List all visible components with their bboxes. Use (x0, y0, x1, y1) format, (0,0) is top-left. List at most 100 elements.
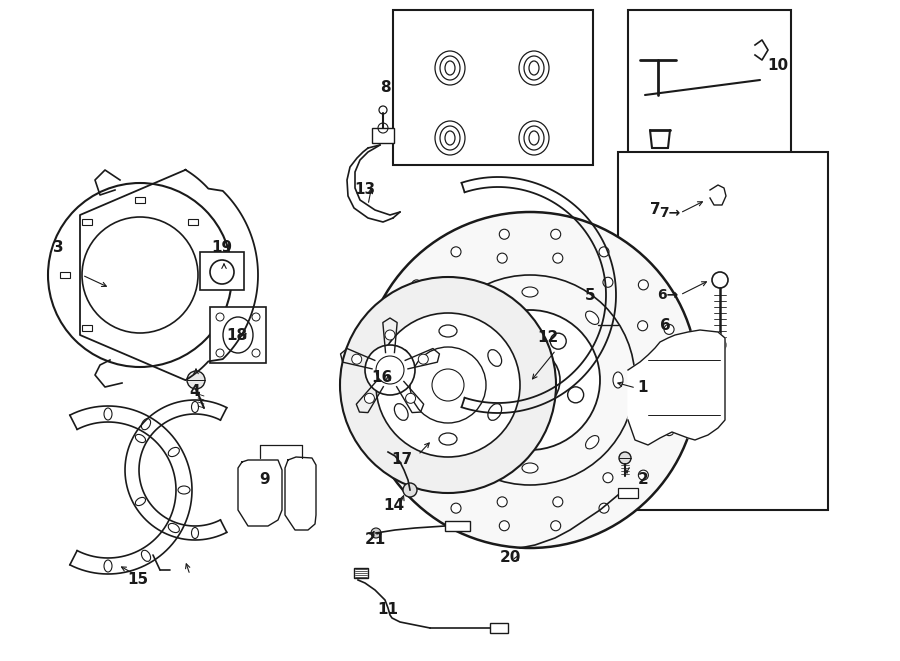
Circle shape (553, 497, 562, 507)
Circle shape (400, 375, 410, 385)
Circle shape (254, 474, 262, 482)
Circle shape (603, 277, 613, 288)
Text: 16: 16 (372, 371, 392, 385)
Circle shape (568, 387, 584, 403)
Circle shape (476, 387, 492, 403)
Circle shape (553, 253, 562, 263)
Circle shape (411, 470, 421, 480)
Ellipse shape (461, 311, 474, 325)
Circle shape (254, 506, 262, 514)
Ellipse shape (135, 498, 146, 506)
Circle shape (599, 247, 609, 257)
Circle shape (664, 325, 674, 334)
Ellipse shape (192, 401, 199, 412)
Bar (618, 488, 638, 498)
Circle shape (522, 420, 538, 436)
Circle shape (619, 452, 631, 464)
Ellipse shape (141, 418, 150, 430)
Text: 14: 14 (383, 498, 405, 512)
Ellipse shape (141, 550, 150, 561)
Ellipse shape (488, 350, 501, 366)
Circle shape (599, 503, 609, 513)
Circle shape (340, 277, 556, 493)
Polygon shape (710, 185, 726, 205)
Ellipse shape (135, 434, 146, 443)
Text: 6→: 6→ (657, 288, 679, 302)
Circle shape (650, 375, 660, 385)
Circle shape (500, 521, 509, 531)
Bar (210, 307, 266, 363)
Circle shape (637, 321, 648, 330)
Ellipse shape (439, 325, 457, 337)
Bar (490, 623, 508, 633)
Circle shape (451, 247, 461, 257)
Circle shape (500, 350, 560, 410)
Circle shape (418, 354, 428, 364)
Bar (135, 197, 145, 203)
Circle shape (451, 503, 461, 513)
Text: 19: 19 (212, 241, 232, 256)
Ellipse shape (104, 408, 112, 420)
Circle shape (252, 349, 260, 357)
Circle shape (460, 310, 600, 450)
Text: 3: 3 (53, 241, 63, 256)
Circle shape (252, 313, 260, 321)
Circle shape (216, 349, 224, 357)
Circle shape (187, 371, 205, 389)
Circle shape (296, 504, 303, 512)
Bar (354, 568, 368, 578)
Circle shape (386, 426, 396, 436)
Ellipse shape (192, 527, 199, 539)
Bar (628, 10, 791, 158)
Circle shape (637, 429, 648, 440)
Bar (445, 521, 470, 531)
Bar (82, 325, 92, 331)
Circle shape (216, 313, 224, 321)
Text: 2: 2 (637, 473, 648, 488)
Circle shape (403, 483, 417, 497)
Ellipse shape (439, 433, 457, 445)
Text: 15: 15 (128, 572, 148, 588)
Text: 18: 18 (227, 327, 248, 342)
Circle shape (371, 528, 381, 538)
Text: 7: 7 (650, 202, 661, 217)
Ellipse shape (394, 350, 408, 366)
Text: 1: 1 (638, 381, 648, 395)
Ellipse shape (104, 560, 112, 572)
Circle shape (352, 354, 362, 364)
Ellipse shape (522, 463, 538, 473)
Circle shape (296, 473, 303, 479)
Ellipse shape (522, 287, 538, 297)
Text: 5: 5 (585, 288, 595, 303)
Circle shape (412, 429, 422, 440)
Circle shape (377, 375, 387, 385)
Circle shape (365, 345, 415, 395)
Bar (618, 152, 828, 510)
Text: 20: 20 (500, 551, 521, 566)
Ellipse shape (586, 311, 598, 325)
Circle shape (673, 375, 683, 385)
Ellipse shape (461, 436, 474, 449)
Text: 10: 10 (768, 58, 788, 73)
Polygon shape (628, 330, 725, 445)
Circle shape (638, 470, 648, 480)
Ellipse shape (437, 372, 447, 388)
Bar (200, 252, 244, 290)
Circle shape (603, 473, 613, 483)
Circle shape (364, 393, 374, 403)
Ellipse shape (178, 486, 190, 494)
Circle shape (386, 325, 396, 334)
Bar (188, 219, 198, 225)
Circle shape (376, 313, 520, 457)
Circle shape (385, 330, 395, 340)
Text: 11: 11 (377, 602, 399, 617)
Circle shape (550, 333, 566, 349)
Polygon shape (285, 457, 316, 530)
Circle shape (500, 229, 509, 239)
Bar (393, 10, 593, 165)
Circle shape (664, 426, 674, 436)
Circle shape (447, 473, 457, 483)
Ellipse shape (613, 372, 623, 388)
Circle shape (551, 521, 561, 531)
Polygon shape (238, 460, 282, 526)
